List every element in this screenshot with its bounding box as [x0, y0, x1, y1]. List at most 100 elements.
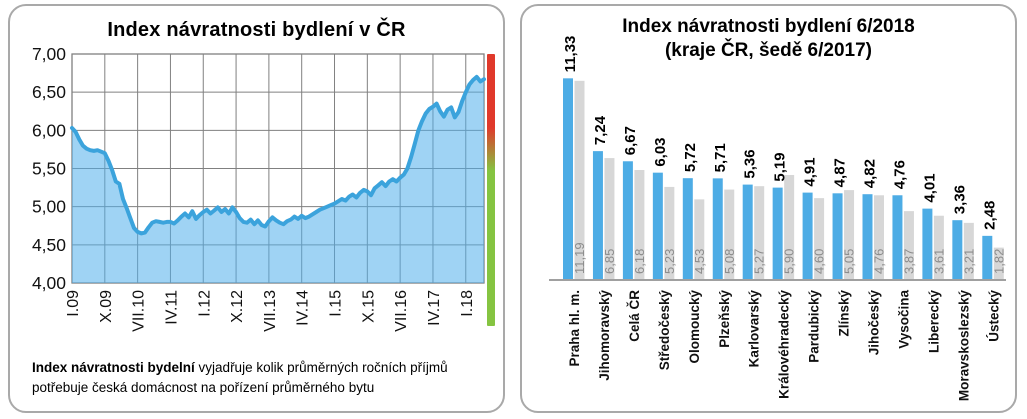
footnote-bold: Index návratnosti bydelní	[32, 360, 195, 375]
bar-2018	[712, 178, 723, 280]
y-tick-label: 5,50	[32, 159, 66, 179]
y-tick-label: 4,50	[32, 235, 66, 255]
category-label: Ústecký	[986, 290, 1001, 342]
x-tick-label: IV.11	[163, 290, 180, 325]
line-chart-svg: 7,00 6,50 6,00 5,50 5,00 4,50 4,00I.09 X.09 VII.…	[32, 44, 495, 332]
bar-2017	[694, 199, 705, 280]
bar-value-label-2018: 11,33	[562, 36, 579, 73]
y-tick-label: 6,50	[32, 82, 66, 102]
bar-2017	[784, 174, 795, 280]
category-label: Zlínský	[837, 290, 852, 337]
bar-value-label-2017: 3,61	[931, 249, 946, 274]
bar-2018	[982, 235, 993, 280]
category-label: Moravskoslezský	[956, 290, 971, 402]
category-label: Jihočeský	[867, 290, 882, 356]
bar-2018	[742, 184, 753, 280]
bar-value-label-2017: 6,18	[632, 249, 647, 274]
bar-value-label-2018: 6,03	[652, 137, 669, 166]
bar-2017	[844, 190, 855, 280]
right-chart-title-line1: Index návratnosti bydlení 6/2018	[622, 16, 915, 37]
category-label: Královéhradecký	[777, 290, 792, 399]
bar-value-label-2017: 5,23	[662, 249, 677, 274]
bar-2017	[604, 158, 615, 280]
bar-value-label-2018: 4,01	[921, 173, 938, 202]
category-label: Praha hl. m.	[567, 290, 582, 367]
bar-2018	[862, 194, 873, 280]
bar-2017	[993, 247, 1004, 280]
category-label: Celá ČR	[627, 290, 642, 342]
bar-value-label-2017: 6,85	[602, 249, 617, 274]
bar-2018	[892, 195, 903, 280]
bar-2017	[634, 169, 645, 280]
bar-value-label-2018: 2,48	[981, 201, 998, 230]
y-tick-label: 4,00	[32, 273, 66, 293]
bar-2018	[652, 172, 663, 280]
category-label: Jihomoravský	[597, 290, 612, 381]
category-label: Středočeský	[657, 290, 672, 371]
bar-value-label-2017: 4,53	[692, 249, 707, 274]
category-label: Karlovarský	[747, 290, 762, 368]
x-tick-label: I.15	[328, 290, 345, 317]
bar-2018	[802, 192, 813, 280]
bar-2018	[682, 178, 693, 280]
x-tick-label: X.09	[98, 290, 115, 323]
bar-value-label-2017: 11,19	[572, 242, 587, 274]
bar-value-label-2018: 5,19	[772, 152, 789, 181]
bar-2017	[724, 189, 735, 280]
bar-value-label-2017: 3,21	[961, 249, 976, 274]
trend-line	[70, 74, 486, 236]
x-tick-label: VII.16	[393, 290, 410, 332]
bar-value-label-2017: 4,60	[812, 249, 827, 274]
bar-2018	[772, 187, 783, 280]
x-tick-label: I.09	[65, 290, 82, 317]
x-tick-label: VII.10	[131, 290, 148, 332]
bar-value-label-2018: 5,72	[682, 143, 699, 172]
footnote: Index návratnosti bydelní vyjadřuje koli…	[32, 358, 484, 399]
y-tick-label: 5,00	[32, 197, 66, 217]
bar-2017	[874, 195, 884, 280]
bar-value-label-2018: 3,36	[951, 185, 968, 214]
bar-2017	[754, 186, 765, 280]
bar-value-label-2017: 1,82	[991, 249, 1006, 274]
bar-chart-svg: 11,33 11,19 Praha hl. m. 7,24 6,85 Jihomoravs…	[549, 36, 1006, 402]
bar-2018	[952, 220, 963, 280]
bar-value-label-2018: 6,67	[622, 126, 639, 155]
x-tick-label: X.15	[360, 290, 377, 323]
bar-2018	[832, 193, 843, 280]
x-tick-label: IV.14	[295, 290, 312, 326]
category-label: Vysočina	[896, 290, 911, 349]
bar-value-label-2018: 4,76	[891, 160, 908, 189]
roi-regions-panel: 11,33 11,19 Praha hl. m. 7,24 6,85 Jihomoravs…	[520, 4, 1017, 413]
category-label: Liberecký	[926, 290, 941, 354]
footnote-rest: vyjadřuje kolik průměrných ročních příjm…	[32, 360, 448, 396]
bar-2018	[592, 151, 603, 280]
bar-value-label-2018: 4,87	[832, 158, 849, 187]
x-tick-label: X.12	[229, 290, 246, 323]
right-chart-title: Index návratnosti bydlení 6/2018 (kraje …	[522, 15, 1015, 64]
bar-value-label-2017: 4,76	[872, 249, 887, 274]
bar-2018	[563, 78, 573, 281]
bar-value-label-2018: 7,24	[592, 115, 609, 145]
x-tick-label: I.18	[459, 290, 476, 317]
value-gradient-bar	[487, 54, 495, 326]
bar-2017	[963, 222, 974, 280]
bar-2017	[664, 186, 675, 280]
bar-value-label-2018: 4,91	[802, 157, 819, 186]
category-label: Olomoucký	[687, 290, 702, 364]
area-series	[72, 76, 484, 284]
category-label: Pardubický	[807, 290, 822, 363]
y-tick-label: 6,00	[32, 120, 66, 140]
bar-value-label-2018: 4,82	[862, 159, 879, 188]
bar-value-label-2017: 5,90	[782, 249, 797, 274]
bar-2017	[903, 211, 914, 280]
bar-value-label-2017: 5,27	[752, 249, 767, 274]
bar-2018	[922, 208, 933, 280]
bar-value-label-2017: 5,08	[722, 249, 737, 274]
bar-2017	[814, 198, 825, 280]
y-tick-label: 7,00	[32, 44, 66, 64]
x-tick-label: IV.17	[426, 290, 443, 326]
bar-value-label-2018: 5,36	[742, 149, 759, 178]
left-chart-title: Index návratnosti bydlení v ČR	[107, 19, 406, 41]
bar-2017	[933, 215, 944, 280]
bar-value-label-2017: 5,05	[842, 249, 857, 274]
